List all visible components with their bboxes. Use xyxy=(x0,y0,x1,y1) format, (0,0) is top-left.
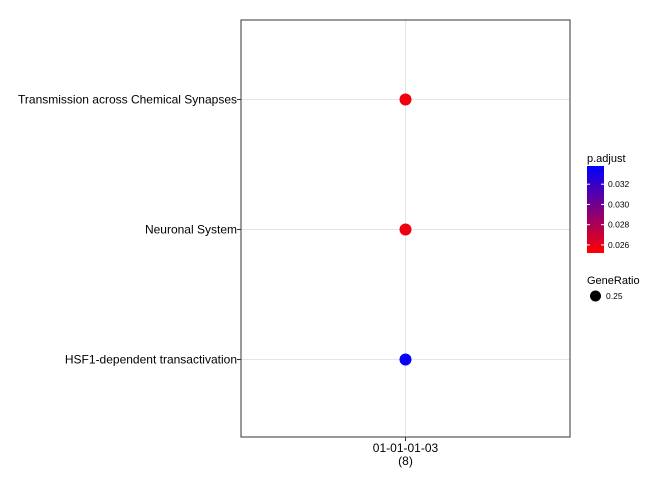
color-legend-bar xyxy=(587,166,604,253)
color-legend-tick-label: 0.028 xyxy=(608,220,630,230)
size-legend-entries: 0.25 xyxy=(590,290,623,302)
color-legend-tick-label: 0.032 xyxy=(608,179,630,189)
data-points xyxy=(399,93,412,366)
size-legend-label: 0.25 xyxy=(606,291,623,301)
data-point xyxy=(399,353,412,366)
color-legend-tick-label: 0.030 xyxy=(608,199,630,209)
y-tick-label: Neuronal System xyxy=(145,223,237,237)
size-legend: GeneRatio 0.25 xyxy=(587,275,640,302)
y-axis-ticks: HSF1-dependent transactivation Neuronal S… xyxy=(18,93,241,367)
data-point xyxy=(399,223,412,236)
size-legend-title: GeneRatio xyxy=(587,275,640,287)
y-tick-label: Transmission across Chemical Synapses xyxy=(18,93,237,107)
size-legend-dot xyxy=(590,290,601,302)
x-tick-label: 01-01-01-03 xyxy=(373,441,439,455)
color-legend-title: p.adjust xyxy=(587,153,626,165)
data-point xyxy=(399,93,412,106)
color-legend: p.adjust 0.026 0.028 0.030 0.032 xyxy=(587,153,630,253)
color-legend-tick-label: 0.026 xyxy=(608,240,630,250)
x-tick-sublabel: (8) xyxy=(398,454,413,468)
x-axis-ticks: 01-01-01-03(8) xyxy=(373,437,439,468)
color-legend-ticks: 0.026 0.028 0.030 0.032 xyxy=(587,179,630,250)
y-tick-label: HSF1-dependent transactivation xyxy=(65,353,237,367)
